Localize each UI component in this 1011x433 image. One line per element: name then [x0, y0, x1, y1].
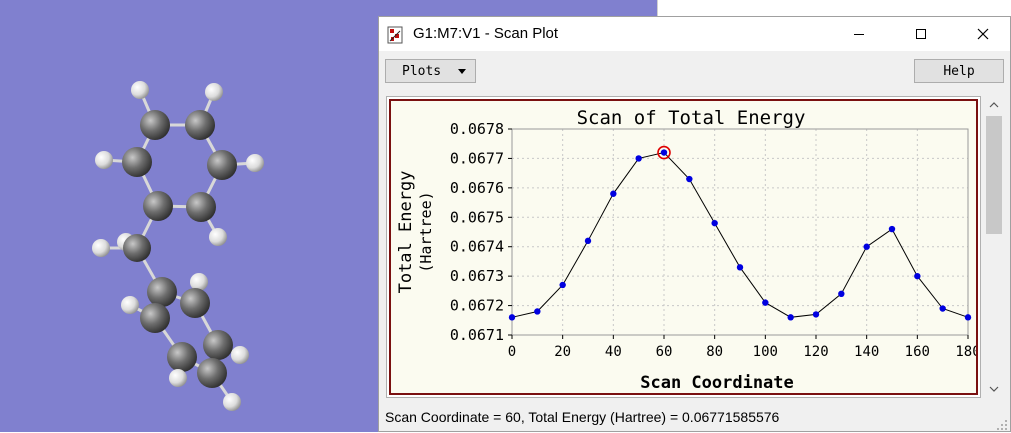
close-icon: [977, 28, 989, 40]
x-tick-label: 180: [955, 344, 976, 360]
x-tick-label: 140: [854, 344, 879, 360]
molecule-model: [92, 81, 264, 411]
y-tick-label: 0.0675: [450, 208, 504, 226]
x-axis-ticks: 0 20 40 60 80 100 120 140 160 180: [508, 335, 976, 360]
scan-plot-window: G1:M7:V1 - Scan Plot Plots Help Scan of …: [378, 16, 1011, 432]
close-button[interactable]: [955, 17, 1011, 51]
x-tick-label: 100: [753, 344, 778, 360]
data-point: [939, 305, 946, 312]
window-title: G1:M7:V1 - Scan Plot: [413, 25, 559, 42]
y-tick-label: 0.0672: [450, 297, 504, 315]
x-tick-label: 80: [706, 344, 723, 360]
data-point: [888, 225, 896, 233]
data-point: [508, 314, 516, 321]
y-tick-label: 0.0673: [450, 267, 504, 285]
chart-title: Scan of Total Energy: [577, 107, 806, 129]
data-point: [711, 219, 718, 227]
resize-grip-icon[interactable]: [996, 419, 1008, 431]
y-tick-label: 0.0674: [450, 238, 504, 256]
y-axis-label: Total Energy: [396, 171, 416, 294]
data-point: [787, 314, 794, 321]
data-point: [838, 290, 845, 297]
scan-chart[interactable]: Scan of Total Energy 0.06710.06720.06730…: [391, 101, 976, 393]
x-tick-label: 120: [803, 344, 828, 360]
chart-frame[interactable]: Scan of Total Energy 0.0671 0.0672 0.0673 0…: [389, 99, 978, 395]
data-point: [660, 149, 668, 156]
data-point: [812, 311, 820, 318]
gaussview-plot-icon: [387, 26, 405, 44]
y-tick-label: 0.0677: [450, 149, 504, 167]
data-point: [584, 237, 592, 245]
x-axis-label: Scan Coordinate: [640, 373, 794, 393]
series-line: [511, 151, 969, 318]
scroll-down-button[interactable]: [983, 380, 1005, 398]
data-point: [736, 264, 744, 271]
data-point: [559, 281, 566, 289]
help-button[interactable]: Help: [914, 59, 1004, 83]
status-text: Scan Coordinate = 60, Total Energy (Hart…: [385, 409, 780, 425]
x-tick-label: 0: [508, 344, 516, 360]
help-label: Help: [943, 63, 975, 79]
scroll-up-button[interactable]: [983, 96, 1005, 114]
vertical-scrollbar[interactable]: [983, 96, 1005, 398]
energy-series: [508, 145, 972, 321]
title-bar[interactable]: G1:M7:V1 - Scan Plot: [379, 17, 1010, 51]
grid-lines: [511, 128, 969, 336]
maximize-button[interactable]: [893, 17, 949, 51]
y-axis-unit: (Hartree): [417, 191, 435, 272]
dropdown-arrow-icon: [458, 69, 466, 74]
data-point: [686, 175, 693, 183]
plot-border: [511, 128, 969, 336]
x-tick-label: 160: [905, 344, 930, 360]
selected-point-marker: [657, 145, 671, 160]
status-bar: Scan Coordinate = 60, Total Energy (Hart…: [379, 401, 1010, 433]
data-point: [635, 155, 642, 162]
data-point: [914, 272, 921, 280]
minimize-button[interactable]: [831, 17, 887, 51]
y-tick-label: 0.0676: [450, 179, 504, 197]
background-window-edge: [657, 0, 1011, 16]
y-axis-ticks: 0.0671 0.0672 0.0673 0.0674 0.0675 0.0676 0.06…: [450, 120, 512, 344]
x-tick-label: 40: [605, 344, 622, 360]
minimize-icon: [854, 34, 864, 35]
plots-label: Plots: [402, 63, 442, 79]
toolbar: Plots Help: [379, 51, 1010, 93]
maximize-icon: [916, 29, 926, 39]
plot-area: Scan of Total Energy 0.0671 0.0672 0.0673 0…: [386, 96, 981, 398]
data-point: [610, 190, 617, 197]
y-tick-label: 0.0671: [450, 326, 504, 344]
data-point: [534, 308, 541, 315]
x-tick-label: 60: [656, 344, 673, 360]
data-point: [964, 314, 972, 321]
y-tick-label: 0.0678: [450, 120, 504, 138]
data-point: [762, 299, 769, 306]
chevron-up-icon: [989, 102, 999, 108]
data-point: [863, 243, 870, 250]
x-tick-label: 20: [554, 344, 571, 360]
scroll-thumb[interactable]: [986, 116, 1002, 234]
plots-menu-button[interactable]: Plots: [385, 59, 476, 83]
chevron-down-icon: [989, 386, 999, 392]
